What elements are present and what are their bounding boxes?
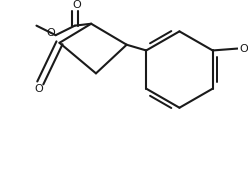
Text: O: O bbox=[46, 28, 55, 38]
Text: O: O bbox=[72, 0, 81, 10]
Text: O: O bbox=[240, 44, 248, 54]
Text: O: O bbox=[34, 84, 43, 94]
